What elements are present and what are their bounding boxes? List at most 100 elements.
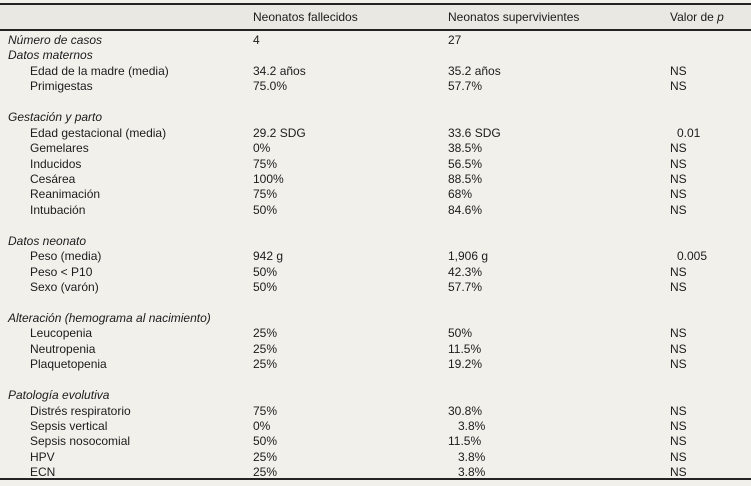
table-top-rule xyxy=(0,3,751,5)
row-label-cell: Plaquetopenia xyxy=(30,357,107,372)
row-label-cell: Intubación xyxy=(30,202,86,217)
survivors-value-cell: 19.2% xyxy=(448,357,483,372)
p-value-cell: NS xyxy=(670,79,687,94)
p-value-cell: NS xyxy=(670,403,687,418)
deceased-value-cell: 75% xyxy=(253,187,278,202)
spacer-row xyxy=(0,95,751,110)
table-row: Plaquetopenia 25% 19.2% NS xyxy=(0,357,751,372)
row-label-cell: Primigestas xyxy=(30,79,93,94)
deceased-value-cell: 50% xyxy=(253,280,278,294)
deceased-value-cell xyxy=(250,388,445,403)
table-row: Intubación 50% 84.6% NS xyxy=(0,203,751,218)
survivors-value-cell: 11.5% xyxy=(448,434,482,449)
deceased-value-cell: 25% xyxy=(253,357,278,372)
deceased-value-cell xyxy=(250,48,445,63)
spacer-row xyxy=(0,295,751,310)
survivors-value-cell: 56.5% xyxy=(448,156,483,171)
row-label-cell: ECN xyxy=(30,465,56,480)
p-value-cell: NS xyxy=(670,202,687,217)
survivors-value-cell: 27 xyxy=(448,33,462,47)
p-header-prefix: Valor de xyxy=(670,10,718,24)
deceased-value-cell: 4 xyxy=(253,33,260,47)
row-label-cell: Inducidos xyxy=(30,156,82,171)
survivors-value-cell: 57.7% xyxy=(448,79,483,94)
survivors-value-cell: 35.2 años xyxy=(448,63,501,78)
p-value-cell xyxy=(667,311,751,326)
table-row: Sepsis vertical 0% 3.8% NS xyxy=(0,419,751,434)
survivors-value-cell: 42.3% xyxy=(448,264,483,279)
table-row: Neutropenia 25% 11.5% NS xyxy=(0,342,751,357)
table-row: Edad de la madre (media) 34.2 años 35.2 añ… xyxy=(0,64,751,79)
column-header-survivors: Neonatos supervivientes xyxy=(448,10,580,24)
p-value-cell xyxy=(667,48,751,63)
row-label-cell: Número de casos xyxy=(8,33,103,47)
row-label-cell: Neutropenia xyxy=(30,341,96,356)
spacer-row xyxy=(0,218,751,233)
row-label-cell: Distrés respiratorio xyxy=(30,403,131,418)
survivors-value-cell: 3.8% xyxy=(458,465,486,480)
deceased-value-cell: 25% xyxy=(253,341,278,356)
deceased-value-cell xyxy=(250,311,445,326)
row-label-cell: Patología evolutiva xyxy=(8,388,110,403)
row-label-cell: Sepsis vertical xyxy=(30,418,108,433)
section-row: Gestación y parto xyxy=(0,110,751,125)
deceased-value-cell: 0% xyxy=(253,418,271,433)
survivors-value-cell xyxy=(445,110,667,125)
deceased-value-cell: 942 g xyxy=(253,249,284,264)
spacer-row xyxy=(0,373,751,388)
column-header-deceased: Neonatos fallecidos xyxy=(253,10,358,24)
deceased-value-cell: 29.2 SDG xyxy=(253,125,306,140)
p-value-cell: NS xyxy=(670,264,687,279)
table-bottom-rule xyxy=(0,478,751,480)
deceased-value-cell: 75% xyxy=(253,403,278,418)
p-value-cell: 0.005 xyxy=(677,249,708,264)
survivors-value-cell: 3.8% xyxy=(458,418,486,433)
p-value-cell: NS xyxy=(670,357,687,372)
table-row: Leucopenia 25% 50% NS xyxy=(0,326,751,341)
survivors-value-cell: 50% xyxy=(448,326,473,341)
row-label-cell: HPV xyxy=(30,449,55,464)
survivors-value-cell: 88.5% xyxy=(448,171,483,186)
row-label-cell: Gestación y parto xyxy=(8,110,103,125)
table-row: Peso < P10 50% 42.3% NS xyxy=(0,265,751,280)
deceased-value-cell: 50% xyxy=(253,434,278,449)
row-label-cell: Gemelares xyxy=(30,141,89,156)
section-row: Datos maternos xyxy=(0,48,751,63)
survivors-value-cell: 3.8% xyxy=(458,449,486,464)
row-label-cell: Cesárea xyxy=(30,171,76,186)
deceased-value-cell: 75% xyxy=(253,156,278,171)
table-row: Distrés respiratorio 75% 30.8% NS xyxy=(0,404,751,419)
row-label-cell: Edad de la madre (media) xyxy=(30,63,169,78)
survivors-value-cell: 84.6% xyxy=(448,202,483,217)
p-value-cell: NS xyxy=(670,434,687,449)
column-header-p-value: Valor de p xyxy=(667,10,751,24)
row-label-cell: Datos neonato xyxy=(8,233,87,248)
table-row: Edad gestacional (media) 29.2 SDG 33.6 SDG… xyxy=(0,126,751,141)
survivors-value-cell: 33.6 SDG xyxy=(448,125,501,140)
survivors-value-cell xyxy=(445,311,667,326)
p-value-cell: NS xyxy=(670,280,687,294)
table-row: Gemelares 0% 38.5% NS xyxy=(0,141,751,156)
row-label-cell: Alteración (hemograma al nacimiento) xyxy=(8,310,211,325)
table-row: Primigestas 75.0% 57.7% NS xyxy=(0,79,751,94)
row-label-cell: Leucopenia xyxy=(30,326,93,341)
p-value-cell: NS xyxy=(670,449,687,464)
p-value-cell xyxy=(667,234,751,249)
table-row: Peso (media) 942 g 1,906 g 0.005 xyxy=(0,249,751,264)
deceased-value-cell: 0% xyxy=(253,141,271,156)
table-row: Cesárea 100% 88.5% NS xyxy=(0,172,751,187)
row-label-cell: Datos maternos xyxy=(8,48,93,63)
p-value-cell: NS xyxy=(670,171,687,186)
survivors-value-cell: 1,906 g xyxy=(448,249,489,264)
survivors-value-cell: 57.7% xyxy=(448,280,483,294)
survivors-value-cell xyxy=(445,234,667,249)
deceased-value-cell xyxy=(250,110,445,125)
survivors-value-cell: 11.5% xyxy=(448,341,482,356)
p-value-cell: NS xyxy=(670,465,687,480)
deceased-value-cell: 25% xyxy=(253,326,278,341)
deceased-value-cell: 100% xyxy=(253,171,284,186)
p-value-cell: NS xyxy=(670,418,687,433)
section-row: Patología evolutiva xyxy=(0,388,751,403)
row-label-cell: Sepsis nosocomial xyxy=(30,434,131,449)
